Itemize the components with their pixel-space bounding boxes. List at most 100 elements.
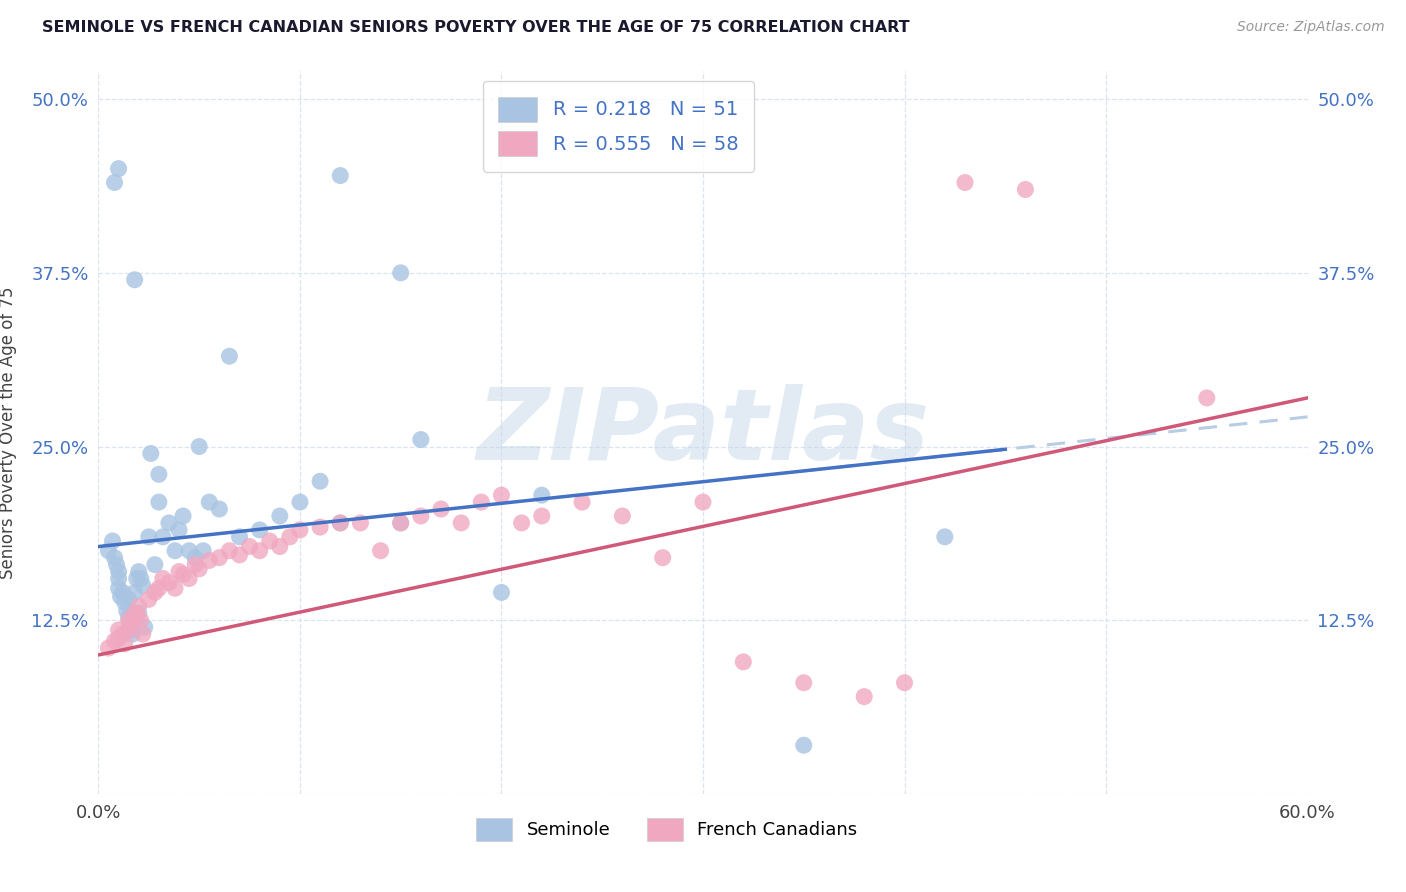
Point — [370, 543, 392, 558]
Point — [111, 627, 134, 641]
Point — [107, 632, 129, 646]
Point — [107, 623, 129, 637]
Point — [148, 495, 170, 509]
Point — [249, 523, 271, 537]
Point — [269, 540, 291, 554]
Point — [129, 613, 152, 627]
Point — [107, 565, 129, 579]
Point — [389, 516, 412, 530]
Point — [278, 530, 301, 544]
Point — [510, 516, 533, 530]
Point — [110, 590, 132, 604]
Point — [349, 516, 371, 530]
Point — [107, 581, 129, 595]
Point — [107, 161, 129, 176]
Point — [389, 516, 412, 530]
Point — [124, 273, 146, 287]
Point — [430, 502, 453, 516]
Point — [651, 550, 673, 565]
Point — [152, 572, 174, 586]
Point — [208, 550, 231, 565]
Point — [172, 567, 194, 582]
Point — [138, 592, 160, 607]
Point — [934, 530, 956, 544]
Point — [163, 581, 186, 595]
Point — [218, 543, 240, 558]
Point — [118, 592, 141, 607]
Point — [1195, 391, 1218, 405]
Point — [409, 433, 432, 447]
Point — [120, 623, 142, 637]
Point — [193, 543, 215, 558]
Point — [167, 523, 190, 537]
Point — [208, 502, 231, 516]
Point — [107, 572, 129, 586]
Point — [157, 516, 180, 530]
Point — [139, 446, 162, 460]
Point — [288, 495, 311, 509]
Point — [157, 575, 180, 590]
Point — [329, 516, 352, 530]
Point — [530, 488, 553, 502]
Point — [179, 543, 201, 558]
Point — [309, 475, 332, 489]
Legend: Seminole, French Canadians: Seminole, French Canadians — [467, 809, 866, 850]
Point — [118, 610, 141, 624]
Point — [288, 523, 311, 537]
Point — [853, 690, 876, 704]
Point — [103, 176, 125, 190]
Point — [124, 607, 146, 621]
Point — [134, 620, 156, 634]
Point — [218, 349, 240, 363]
Point — [184, 550, 207, 565]
Point — [143, 585, 166, 599]
Text: ZIPatlas: ZIPatlas — [477, 384, 929, 481]
Point — [114, 637, 136, 651]
Point — [188, 440, 211, 454]
Point — [530, 508, 553, 523]
Point — [470, 495, 492, 509]
Point — [143, 558, 166, 572]
Point — [491, 488, 513, 502]
Point — [97, 640, 120, 655]
Text: SEMINOLE VS FRENCH CANADIAN SENIORS POVERTY OVER THE AGE OF 75 CORRELATION CHART: SEMINOLE VS FRENCH CANADIAN SENIORS POVE… — [42, 20, 910, 35]
Point — [450, 516, 472, 530]
Point — [138, 530, 160, 544]
Point — [111, 585, 134, 599]
Point — [118, 613, 141, 627]
Point — [128, 607, 150, 621]
Point — [389, 266, 412, 280]
Y-axis label: Seniors Poverty Over the Age of 75: Seniors Poverty Over the Age of 75 — [0, 286, 17, 579]
Point — [239, 540, 262, 554]
Point — [228, 548, 250, 562]
Point — [198, 495, 221, 509]
Point — [329, 516, 352, 530]
Point — [103, 634, 125, 648]
Point — [97, 543, 120, 558]
Point — [148, 581, 170, 595]
Point — [953, 176, 976, 190]
Point — [491, 585, 513, 599]
Point — [118, 623, 141, 637]
Point — [105, 558, 128, 572]
Point — [163, 543, 186, 558]
Point — [114, 595, 136, 609]
Point — [184, 558, 207, 572]
Point — [148, 467, 170, 482]
Point — [793, 675, 815, 690]
Point — [309, 520, 332, 534]
Point — [120, 617, 142, 632]
Point — [329, 169, 352, 183]
Point — [115, 603, 138, 617]
Point — [259, 533, 281, 548]
Point — [125, 609, 148, 624]
Point — [129, 572, 152, 586]
Point — [101, 533, 124, 548]
Point — [128, 565, 150, 579]
Point — [269, 508, 291, 523]
Point — [733, 655, 755, 669]
Point — [692, 495, 714, 509]
Point — [249, 543, 271, 558]
Point — [571, 495, 593, 509]
Point — [125, 572, 148, 586]
